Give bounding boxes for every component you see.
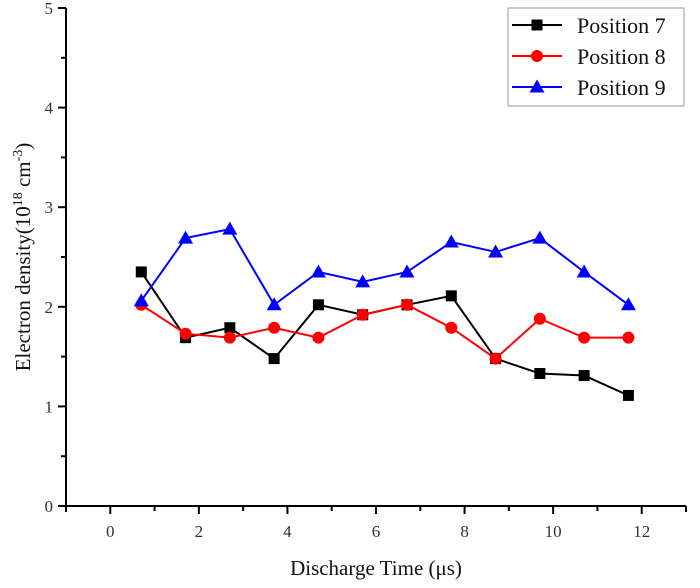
data-point: [133, 293, 149, 307]
data-point: [268, 353, 280, 365]
data-point: [356, 308, 369, 321]
data-point: [179, 327, 192, 340]
series-line: [140, 271, 629, 397]
x-tick-label: 4: [283, 522, 292, 541]
y-tick-label: 0: [45, 497, 54, 516]
x-tick-label: 8: [460, 522, 469, 541]
legend-label: Position 8: [577, 44, 666, 69]
data-point: [445, 290, 457, 302]
data-point: [135, 266, 147, 278]
y-tick-label: 5: [45, 0, 54, 18]
data-point: [401, 298, 413, 311]
data-point: [312, 331, 325, 344]
x-tick-label: 10: [545, 522, 562, 541]
y-axis-title: Electron density(1018 cm-3): [11, 143, 35, 372]
data-point: [576, 264, 592, 278]
data-point: [578, 331, 591, 344]
data-point: [224, 322, 236, 334]
data-point: [310, 264, 326, 278]
data-point: [312, 299, 324, 311]
x-tick-label: 0: [106, 522, 115, 541]
y-axis-title-end: ): [11, 143, 35, 150]
series-line: [140, 227, 630, 307]
y-tick-label: 3: [45, 198, 54, 217]
legend-label: Position 7: [577, 13, 666, 38]
data-point: [489, 352, 502, 365]
legend-marker: [529, 79, 545, 93]
x-tick-label: 12: [633, 522, 650, 541]
data-point: [533, 312, 546, 325]
x-axis-title: Discharge Time (μs): [290, 556, 462, 580]
legend-marker: [531, 50, 543, 62]
data-point: [488, 244, 504, 258]
y-tick-label: 4: [45, 99, 54, 118]
series-position-7: [135, 266, 634, 401]
legend: Position 7 Position 8 Position 9: [507, 7, 685, 107]
y-tick-label: 1: [45, 397, 54, 416]
data-point: [399, 264, 415, 278]
data-point: [622, 331, 635, 344]
data-point: [355, 274, 371, 288]
series-layer: [133, 221, 636, 401]
y-axis-title-sup2: -3: [11, 150, 26, 162]
data-point: [445, 321, 458, 334]
data-point: [223, 331, 236, 344]
legend-label: Position 9: [577, 75, 666, 100]
data-point: [534, 368, 546, 380]
data-point: [443, 234, 459, 248]
data-point: [532, 230, 548, 244]
data-point: [578, 370, 590, 382]
x-tick-label: 6: [372, 522, 381, 541]
data-point: [620, 297, 636, 311]
data-point: [178, 230, 194, 244]
data-point: [622, 389, 634, 401]
y-tick-label: 2: [45, 298, 54, 317]
data-point: [268, 321, 281, 334]
y-axis-title-main: Electron density(10: [11, 206, 35, 371]
y-axis-title-mid: cm: [11, 161, 35, 192]
x-tick-label: 2: [195, 522, 204, 541]
data-point: [222, 221, 238, 235]
series-line: [140, 303, 629, 360]
legend-marker: [531, 19, 543, 31]
y-axis-title-sup1: 18: [11, 192, 26, 206]
series-position-9: [133, 221, 636, 311]
data-point: [266, 297, 282, 311]
